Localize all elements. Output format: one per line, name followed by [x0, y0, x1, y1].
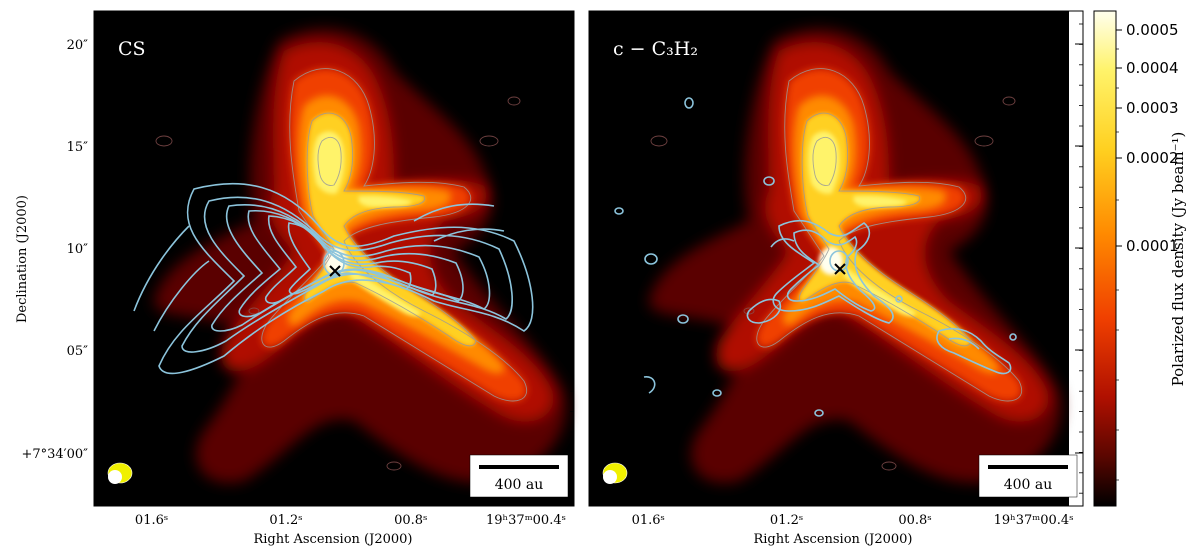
- y-tick-label: 15″: [67, 140, 89, 155]
- cs-contours: [133, 182, 534, 375]
- panel-title: c − C₃H₂: [613, 38, 698, 60]
- x-axis-label: Right Ascension (J2000): [753, 532, 912, 546]
- colorbar-tick-label: 0.0005: [1126, 21, 1179, 39]
- y-tick-label: 10″: [67, 242, 89, 257]
- scalebar: 400 au: [978, 454, 1078, 498]
- scalebar-label: 400 au: [1004, 477, 1053, 493]
- y-axis-label: Declination (J2000): [15, 195, 30, 323]
- colorbar-label: Polarized flux density (Jy beam⁻¹): [1169, 132, 1187, 387]
- colorbar-tick-label: 0.0004: [1126, 59, 1179, 77]
- protostar-marker: [329, 265, 341, 277]
- y-tick-label: 20″: [67, 38, 89, 53]
- x-tick-label: 19ʰ37ᵐ00.4ˢ: [994, 513, 1074, 528]
- panel-title: CS: [118, 38, 146, 60]
- scalebar: 400 au: [469, 454, 569, 498]
- colorbar-tick-label: 0.0001: [1126, 237, 1179, 255]
- x-tick-label: 00.8ˢ: [898, 513, 931, 528]
- axes: 01.6ˢ 01.2ˢ 00.8ˢ 19ʰ37ᵐ00.4ˢ 01.6ˢ 01.2ˢ 00.8…: [21, 11, 1083, 528]
- x-tick-label: 01.2ˢ: [770, 513, 803, 528]
- colorbar: 0.0005 0.0004 0.0003 0.0002 0.0001: [1093, 10, 1179, 507]
- x-tick-label: 01.2ˢ: [269, 513, 302, 528]
- x-axis-label: Right Ascension (J2000): [253, 532, 412, 546]
- colorbar-tick-label: 0.0002: [1126, 149, 1179, 167]
- x-tick-label: 00.8ˢ: [394, 513, 427, 528]
- x-tick-label: 01.6ˢ: [632, 513, 665, 528]
- emission-map: [94, 11, 574, 506]
- panel-c3h2: 400 au c − C₃H₂: [588, 10, 1084, 507]
- protostar-marker: [834, 263, 846, 275]
- x-tick-label: 19ʰ37ᵐ00.4ˢ: [486, 513, 566, 528]
- emission-map: [589, 11, 1069, 506]
- y-tick-label: 05″: [67, 344, 89, 359]
- x-tick-label: 01.6ˢ: [135, 513, 168, 528]
- colorbar-tick-label: 0.0003: [1126, 99, 1179, 117]
- scalebar-label: 400 au: [495, 477, 544, 493]
- y-tick-label: +7°34′00″: [21, 447, 88, 462]
- c3h2-contours: [614, 97, 1017, 417]
- panel-cs: 400 au CS: [93, 10, 575, 507]
